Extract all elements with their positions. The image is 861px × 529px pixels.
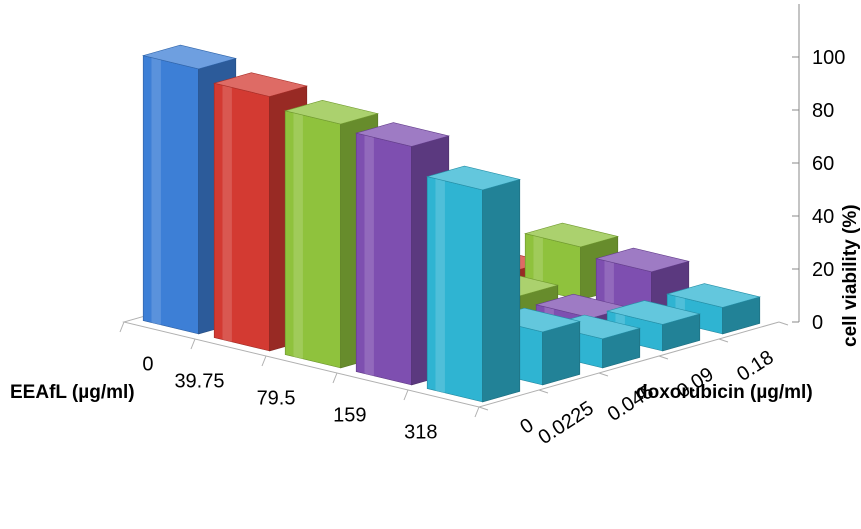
- x-axis-title: EEAfL (µg/ml): [10, 382, 135, 403]
- bar-top-face: [426, 165, 521, 191]
- bar-top-face: [666, 283, 761, 308]
- bar-highlight: [435, 178, 445, 393]
- bar-highlight: [293, 112, 303, 359]
- y-axis-title: cell viability (%): [840, 204, 861, 347]
- value-tick-label: 60: [812, 153, 834, 175]
- bar-side-face: [542, 321, 581, 386]
- bar-top-face: [606, 300, 701, 325]
- x-tick-mark: [403, 389, 409, 401]
- bars: [142, 44, 761, 403]
- x-tick-mark: [190, 338, 196, 350]
- z-tick-label: 0.0225: [534, 397, 597, 449]
- z-tick-mark: [538, 389, 549, 394]
- value-tick-label: 100: [812, 47, 845, 69]
- x-tick-mark: [119, 321, 125, 333]
- z-tick-mark: [478, 406, 489, 411]
- z-tick-mark: [658, 355, 669, 360]
- x-tick-mark: [332, 372, 338, 384]
- z-tick-label: 0.18: [733, 346, 778, 386]
- bar-highlight: [604, 260, 614, 308]
- x-tick-mark: [261, 355, 267, 367]
- x-tick-mark: [474, 406, 480, 418]
- bar-top-face: [213, 72, 308, 97]
- bar-top-face: [284, 99, 379, 125]
- value-tick-label: 40: [812, 206, 834, 228]
- bar-highlight: [151, 57, 161, 325]
- z-tick-mark: [598, 372, 609, 377]
- bar-top-face: [355, 122, 450, 147]
- bar-highlight: [533, 235, 543, 291]
- z-tick-mark: [718, 338, 729, 343]
- x-tick-label: 318: [404, 422, 437, 444]
- bar-top-face: [142, 44, 237, 70]
- bar-side-face: [482, 179, 521, 403]
- bar-top-face: [524, 222, 619, 248]
- z-tick-label: 0: [516, 414, 537, 439]
- z-tick-mark: [778, 321, 789, 326]
- bar-highlight: [364, 135, 374, 376]
- x-tick-label: 159: [333, 405, 366, 427]
- bar-top-face: [595, 247, 690, 273]
- x-tick-label: 0: [142, 354, 153, 376]
- value-tick-label: 80: [812, 100, 834, 122]
- x-tick-label: 79.5: [257, 388, 296, 410]
- z-axis-title: doxorubicin (µg/ml): [636, 382, 813, 403]
- bar-highlight: [222, 85, 232, 342]
- x-tick-label: 39.75: [174, 371, 224, 393]
- value-tick-label: 0: [812, 312, 823, 334]
- value-tick-label: 20: [812, 259, 834, 281]
- bar: [426, 165, 521, 403]
